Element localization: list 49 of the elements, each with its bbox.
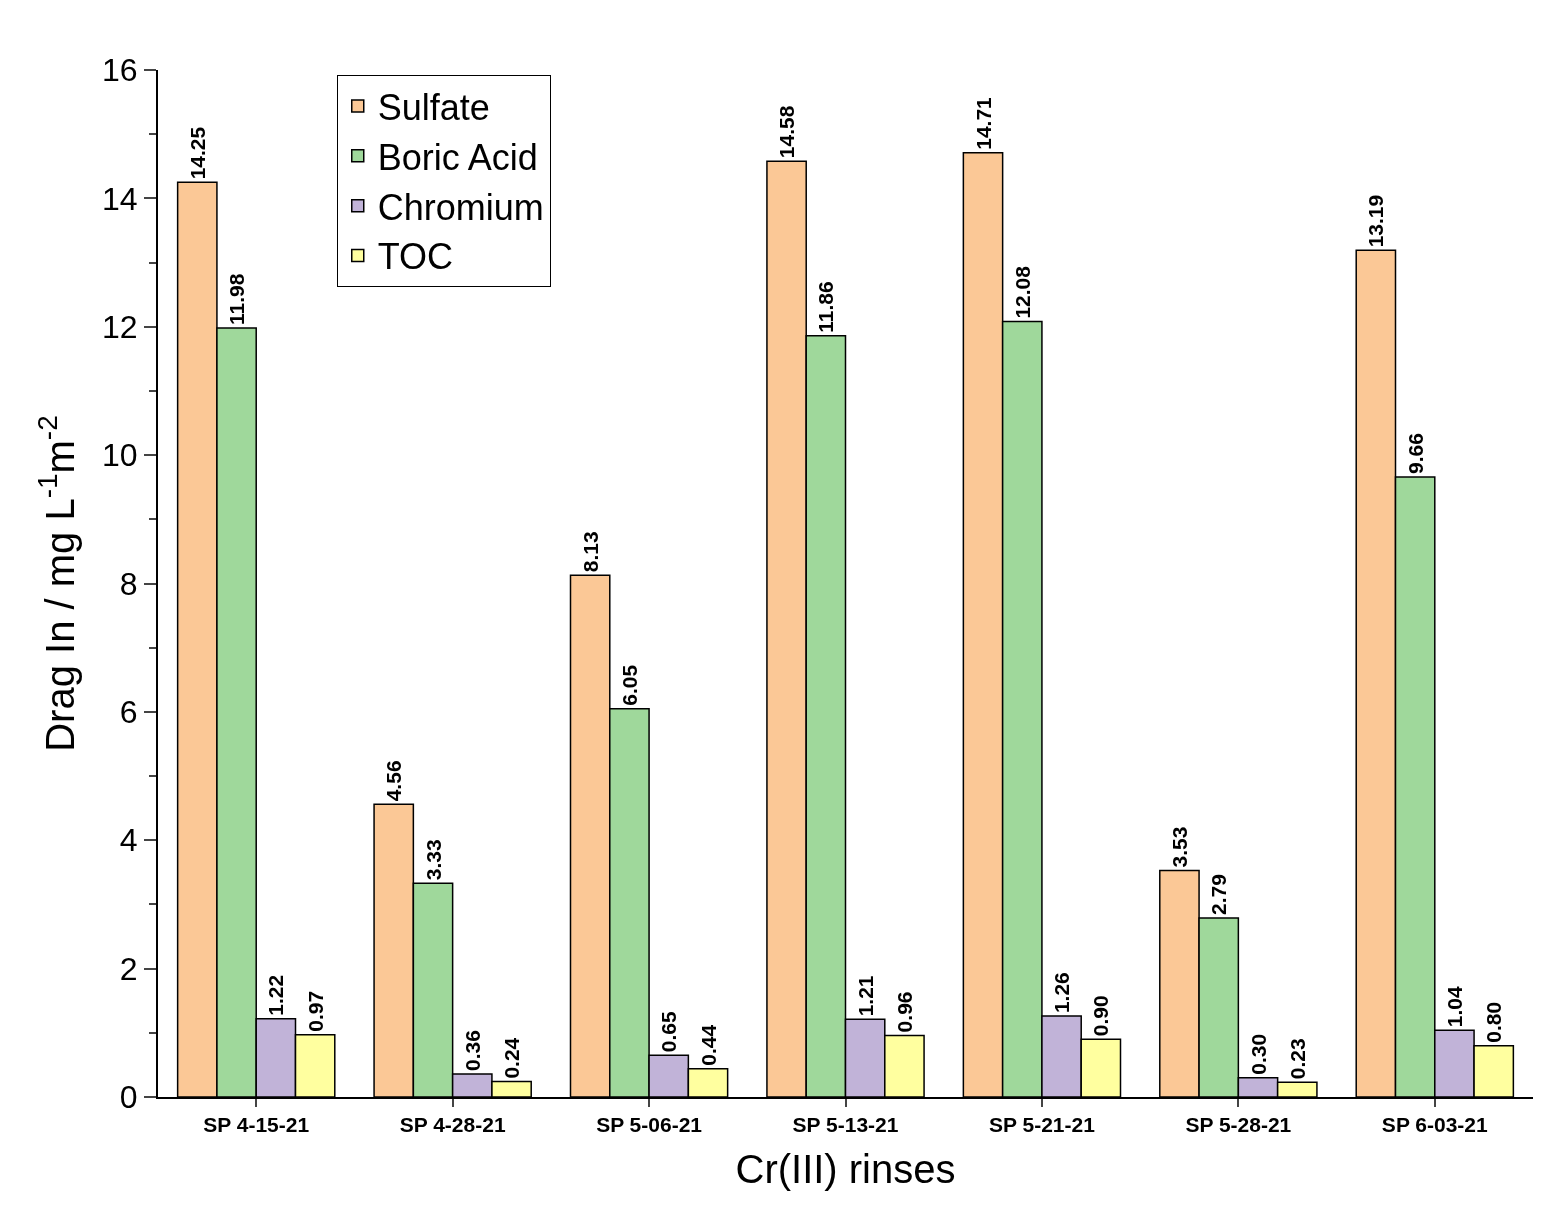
y-tick-label: 6 [119,694,138,731]
y-tick-label: 8 [119,565,138,602]
data-label: 1.22 [264,974,288,1016]
data-label: 4.56 [382,760,406,802]
y-tick-label: 14 [102,180,138,217]
data-label: 14.25 [185,126,209,180]
legend-label: TOC [377,236,454,278]
data-label: 11.98 [225,273,249,326]
data-label: 0.36 [460,1030,484,1071]
data-label: 1.26 [1050,972,1074,1014]
x-tick-label: SP 5-28-21 [1185,1113,1292,1137]
data-label: 0.44 [696,1024,720,1066]
data-label: 0.97 [303,990,327,1032]
data-label: 0.90 [1089,995,1113,1037]
legend-label: Boric Acid [377,136,538,178]
data-label: 9.66 [1403,433,1427,474]
x-tick-label: SP 6-03-21 [1381,1113,1489,1137]
data-label: 2.79 [1207,874,1231,915]
y-tick-label: 4 [119,822,138,859]
legend-label: Chromium [377,186,544,228]
data-label: 0.24 [500,1037,524,1079]
data-label: 0.23 [1285,1038,1309,1080]
data-label: 14.58 [775,105,799,159]
data-label: 12.08 [1010,265,1034,319]
legend-label: Sulfate [377,87,490,129]
x-axis-title: Cr(III) rinses [735,1147,956,1192]
x-tick-label: SP 4-28-21 [399,1113,506,1137]
x-tick-label: SP 5-06-21 [596,1113,703,1137]
data-label: 8.13 [578,531,602,573]
data-label: 1.21 [853,975,877,1017]
data-label: 6.05 [617,664,641,706]
data-label: 13.19 [1364,194,1388,248]
data-label: 3.33 [421,839,445,881]
y-tick-label: 12 [102,308,138,345]
y-tick-label: 16 [102,52,138,89]
y-tick-label: 0 [119,1079,138,1116]
data-label: 11.86 [814,281,838,333]
data-label: 1.04 [1442,986,1466,1028]
data-label: 3.53 [1167,826,1191,868]
y-tick-label: 10 [102,437,138,474]
x-tick-label: SP 4-15-21 [203,1113,310,1137]
x-tick-label: SP 5-13-21 [792,1113,899,1137]
data-label: 14.71 [971,96,995,150]
data-label: 0.80 [1482,1001,1506,1043]
x-tick-label: SP 5-21-21 [989,1113,1096,1137]
y-tick-label: 2 [119,950,138,987]
data-label: 0.96 [892,991,916,1033]
data-label: 0.30 [1246,1033,1270,1075]
data-label: 0.65 [657,1011,681,1053]
